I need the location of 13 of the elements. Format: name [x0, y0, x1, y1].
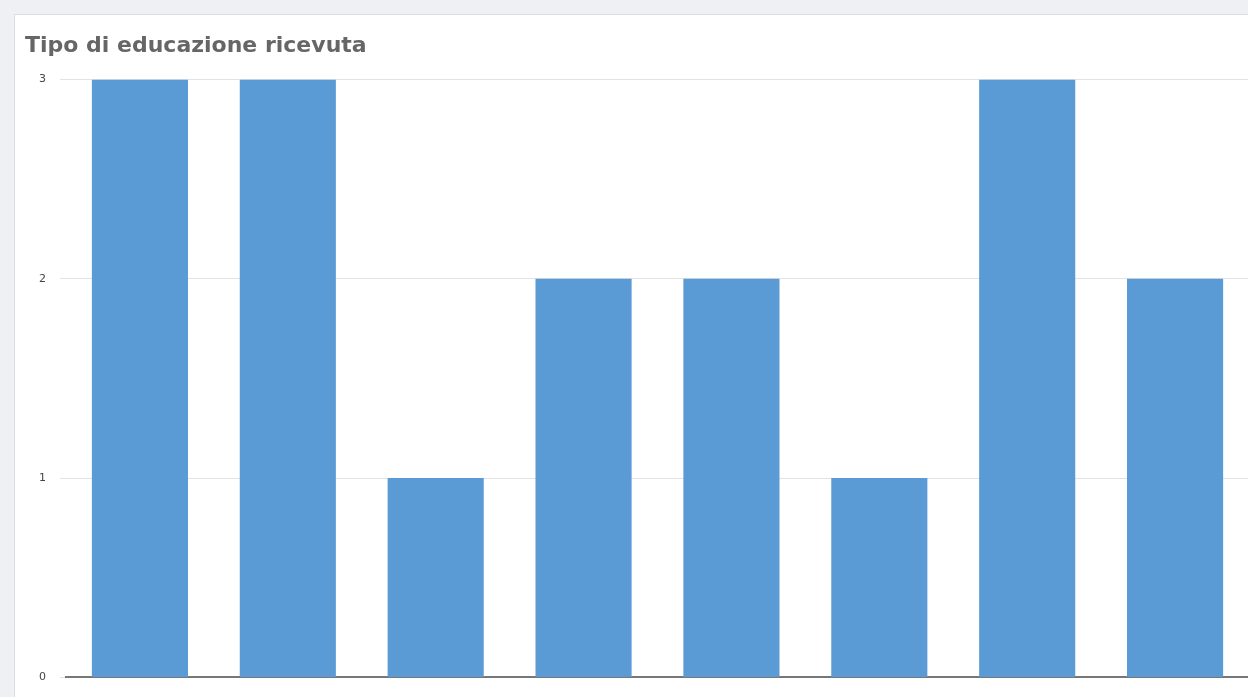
bar — [535, 278, 632, 677]
bar — [387, 478, 484, 677]
bar — [979, 79, 1076, 677]
bar — [831, 478, 928, 677]
y-tick-label: 3 — [39, 72, 46, 86]
y-tick-label: 2 — [39, 271, 46, 285]
bar — [1127, 278, 1224, 677]
bar — [683, 278, 780, 677]
y-tick-label: 1 — [39, 470, 46, 484]
bar — [91, 79, 188, 677]
chart-title: Tipo di educazione ricevuta — [25, 31, 367, 57]
bar — [239, 79, 336, 677]
y-tick-label: 0 — [39, 670, 46, 684]
